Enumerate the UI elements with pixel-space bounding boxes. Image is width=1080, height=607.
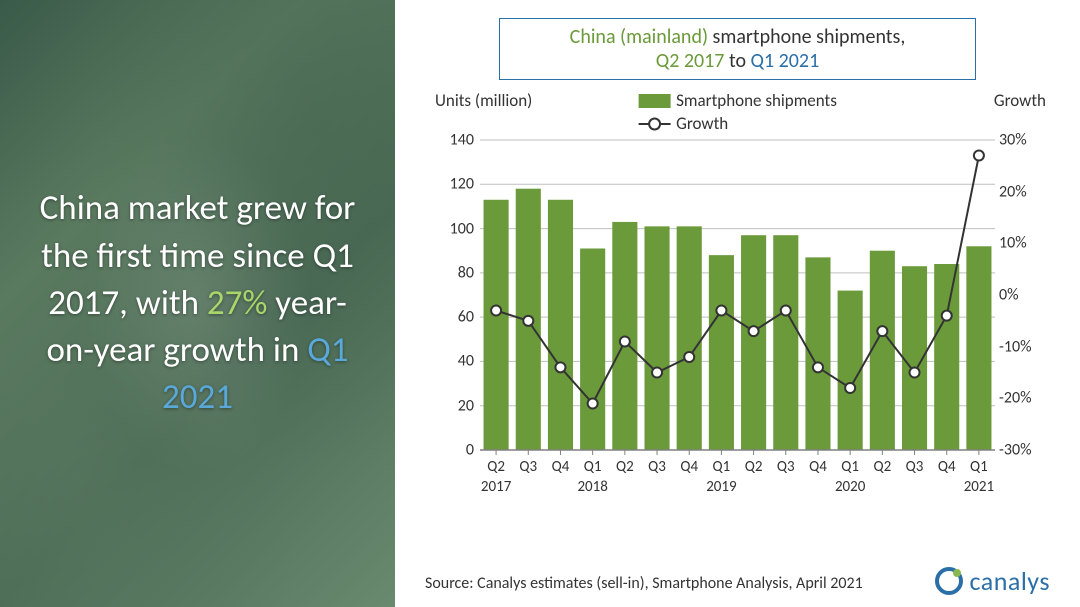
chart-title-suffix: smartphone shipments, [708, 25, 905, 49]
xtick: Q2 [745, 458, 763, 476]
xtick: Q12018 [577, 458, 607, 496]
ytick-right: -20% [999, 389, 1043, 408]
ytick-left: 100 [438, 219, 474, 238]
legend-bar-label: Smartphone shipments [676, 90, 837, 111]
logo-ring-icon [935, 567, 963, 595]
ytick-left: 0 [438, 441, 474, 460]
headline-panel: China market grew for the first time sin… [0, 0, 395, 607]
ytick-right: 10% [999, 234, 1043, 253]
ytick-right: 30% [999, 131, 1043, 150]
xtick: Q3 [906, 458, 924, 476]
chart-title-to-word: to [724, 49, 750, 73]
xtick: Q4 [809, 458, 827, 476]
xtick: Q3 [648, 458, 666, 476]
legend-line-row: Growth [638, 113, 837, 134]
y-axis-right-label: Growth [994, 90, 1046, 111]
logo-text: canalys [969, 565, 1050, 597]
chart-area: Units (million) Growth Smartphone shipme… [425, 94, 1050, 514]
xtick: Q12020 [835, 458, 865, 496]
xtick: Q22017 [481, 458, 511, 496]
ytick-left: 140 [438, 131, 474, 150]
xtick: Q4 [938, 458, 956, 476]
chart-title-from: Q2 2017 [656, 49, 725, 73]
headline-text: China market grew for the first time sin… [25, 185, 370, 421]
xtick: Q4 [680, 458, 698, 476]
ytick-right: -10% [999, 337, 1043, 356]
chart-title-to: Q1 2021 [751, 49, 820, 73]
legend-bar-swatch [638, 94, 670, 108]
ytick-right: 0% [999, 286, 1043, 305]
y-axis-left-label: Units (million) [435, 90, 532, 111]
legend-line-label: Growth [676, 113, 728, 134]
ytick-left: 120 [438, 175, 474, 194]
canalys-logo: canalys [935, 565, 1050, 597]
chart-plot: 020406080100120140-30%-20%-10%0%10%20%30… [480, 140, 995, 450]
ytick-right: -30% [999, 441, 1043, 460]
xtick: Q3 [519, 458, 537, 476]
legend-line-swatch [638, 123, 670, 125]
headline-accent-growth: 27% [207, 282, 268, 324]
xtick: Q3 [777, 458, 795, 476]
ytick-right: 20% [999, 182, 1043, 201]
xtick: Q4 [552, 458, 570, 476]
xtick: Q12021 [964, 458, 994, 496]
chart-title: China (mainland) smartphone shipments, Q… [499, 18, 977, 80]
xtick: Q12019 [706, 458, 736, 496]
legend-bar-row: Smartphone shipments [638, 90, 837, 111]
ytick-left: 40 [438, 352, 474, 371]
chart-panel: China (mainland) smartphone shipments, Q… [395, 0, 1080, 607]
ytick-left: 80 [438, 263, 474, 282]
chart-title-region: China (mainland) [570, 25, 708, 49]
source-text: Source: Canalys estimates (sell-in), Sma… [425, 574, 863, 593]
ytick-left: 20 [438, 396, 474, 415]
ytick-left: 60 [438, 308, 474, 327]
chart-legend: Smartphone shipments Growth [638, 90, 837, 136]
xtick: Q2 [616, 458, 634, 476]
xtick: Q2 [873, 458, 891, 476]
